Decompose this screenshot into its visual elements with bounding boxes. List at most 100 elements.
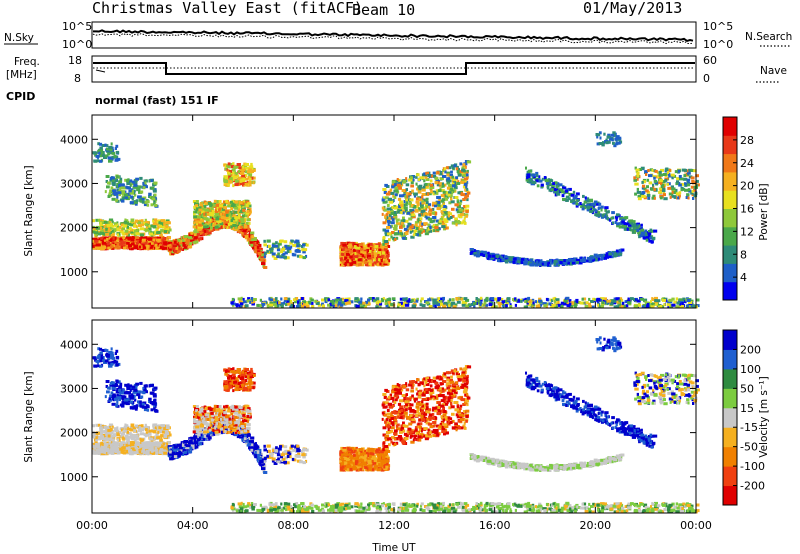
power-cell bbox=[133, 181, 138, 185]
power-cell bbox=[133, 230, 139, 233]
power-cell bbox=[425, 201, 429, 205]
power-cell bbox=[145, 242, 150, 246]
power-cell bbox=[146, 203, 150, 207]
power-cell bbox=[451, 214, 455, 218]
power-cell bbox=[227, 201, 231, 205]
power-cell bbox=[199, 203, 203, 207]
power-cell bbox=[447, 183, 452, 187]
power-cell bbox=[637, 194, 642, 198]
power-cell bbox=[455, 208, 459, 212]
power-cell bbox=[671, 194, 674, 198]
power-cell bbox=[340, 241, 344, 245]
power-cell bbox=[427, 227, 431, 231]
power-cell bbox=[462, 163, 466, 167]
power-cell bbox=[116, 184, 119, 188]
power-cell bbox=[593, 200, 598, 204]
power-cell bbox=[377, 253, 380, 257]
power-cell bbox=[453, 164, 457, 168]
power-cell bbox=[429, 174, 433, 178]
power-cell bbox=[646, 178, 650, 182]
power-cell bbox=[143, 203, 148, 207]
power-cell bbox=[119, 177, 123, 181]
power-cell bbox=[658, 173, 663, 177]
power-cell bbox=[248, 299, 253, 302]
power-cell bbox=[656, 171, 659, 175]
power-cell bbox=[123, 220, 128, 224]
power-cell bbox=[244, 183, 249, 186]
power-cell bbox=[444, 219, 449, 223]
power-cell bbox=[577, 199, 580, 203]
power-cell bbox=[125, 245, 130, 249]
power-cell bbox=[101, 225, 104, 229]
power-cell bbox=[182, 241, 185, 245]
power-cell bbox=[242, 297, 245, 301]
power-cell bbox=[539, 260, 543, 264]
power-cell bbox=[652, 194, 656, 198]
power-cell bbox=[463, 166, 466, 170]
power-cell bbox=[114, 147, 117, 150]
power-cell bbox=[405, 229, 409, 233]
power-cell bbox=[384, 183, 388, 187]
power-cell bbox=[125, 238, 129, 242]
power-cell bbox=[403, 203, 406, 207]
power-cell bbox=[343, 262, 348, 265]
power-cell bbox=[256, 245, 260, 249]
power-cell bbox=[203, 229, 207, 233]
power-cell bbox=[420, 224, 423, 228]
power-cell bbox=[383, 191, 387, 194]
power-cell bbox=[370, 297, 375, 300]
power-cell bbox=[385, 192, 391, 196]
power-cell bbox=[109, 231, 112, 234]
power-cell bbox=[288, 250, 292, 254]
power-cell bbox=[470, 248, 475, 252]
power-cell bbox=[690, 176, 695, 180]
power-cell bbox=[416, 233, 419, 237]
power-cell bbox=[209, 203, 213, 207]
power-cell bbox=[99, 245, 104, 249]
power-cell bbox=[119, 187, 122, 191]
power-cell bbox=[404, 219, 409, 223]
power-cell bbox=[606, 210, 609, 214]
power-cell bbox=[225, 218, 228, 222]
power-cell bbox=[243, 207, 246, 211]
power-cell bbox=[608, 218, 612, 222]
power-cell bbox=[222, 222, 225, 226]
power-cell bbox=[234, 206, 239, 210]
power-cell bbox=[160, 219, 166, 223]
power-cell bbox=[181, 238, 186, 242]
power-cell bbox=[664, 168, 668, 172]
power-cell bbox=[687, 196, 690, 200]
power-cell bbox=[495, 300, 500, 304]
power-cell bbox=[419, 221, 422, 224]
power-cell bbox=[436, 191, 439, 195]
power-cell bbox=[466, 169, 469, 173]
power-cell bbox=[525, 178, 530, 182]
power-cell bbox=[208, 218, 212, 222]
power-cell bbox=[640, 166, 645, 170]
power-cell bbox=[190, 231, 194, 235]
power-cell bbox=[417, 178, 421, 181]
power-cell bbox=[556, 190, 560, 194]
power-cell bbox=[387, 219, 391, 223]
power-cell bbox=[194, 210, 197, 214]
power-cell bbox=[428, 211, 432, 215]
power-cell bbox=[223, 220, 228, 224]
power-cell bbox=[684, 182, 687, 186]
power-cell bbox=[650, 187, 654, 191]
power-cell bbox=[230, 171, 235, 175]
power-cell bbox=[147, 227, 152, 231]
power-cell bbox=[590, 256, 595, 260]
power-cell bbox=[432, 174, 436, 178]
power-cell bbox=[538, 179, 543, 183]
power-cell bbox=[124, 229, 129, 233]
power-cell bbox=[138, 195, 142, 199]
power-cell bbox=[240, 230, 243, 234]
power-cell bbox=[606, 302, 609, 306]
power-cell bbox=[197, 228, 201, 232]
power-cell bbox=[408, 224, 411, 228]
power-cell bbox=[211, 209, 215, 213]
power-cell bbox=[399, 206, 404, 210]
power-cell bbox=[110, 157, 114, 161]
power-cell bbox=[454, 217, 458, 221]
power-cell bbox=[192, 237, 197, 241]
